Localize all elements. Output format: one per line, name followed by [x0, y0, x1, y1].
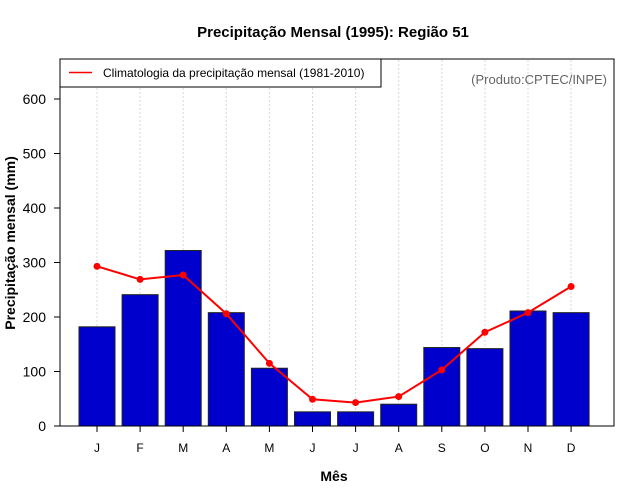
chart-title: Precipitação Mensal (1995): Região 51	[197, 24, 469, 41]
x-tick-label: F	[136, 441, 143, 455]
climatology-point	[136, 275, 144, 283]
y-tick-label: 600	[23, 91, 47, 107]
x-tick-label: O	[480, 441, 489, 455]
source-annotation: (Produto:CPTEC/INPE)	[471, 72, 607, 87]
bar	[380, 403, 418, 427]
x-tick-label: J	[310, 441, 316, 455]
climatology-point	[481, 328, 489, 336]
y-tick-label: 300	[23, 255, 47, 271]
x-tick-label: J	[353, 441, 359, 455]
climatology-point	[222, 310, 230, 318]
bar	[121, 294, 159, 427]
y-tick-label: 100	[23, 364, 47, 380]
climatology-point	[438, 366, 446, 374]
x-tick-label: M	[178, 441, 188, 455]
y-tick-label: 0	[38, 418, 46, 434]
x-tick-label: A	[222, 441, 230, 455]
x-tick-label: N	[524, 441, 533, 455]
legend: Climatologia da precipitação mensal (198…	[59, 58, 382, 88]
legend-box	[59, 58, 382, 88]
climatology-point	[352, 399, 360, 407]
climatology-point	[524, 309, 532, 317]
bar	[250, 367, 288, 427]
x-axis-label: Mês	[320, 468, 347, 484]
x-tick-label: D	[567, 441, 576, 455]
bar	[164, 250, 202, 427]
y-tick-label: 400	[23, 200, 47, 216]
bar	[294, 411, 331, 427]
y-axis-label: Precipitação mensal (mm)	[2, 156, 18, 330]
bar	[466, 348, 504, 427]
climatology-line	[96, 265, 572, 404]
x-tick-label: J	[94, 441, 100, 455]
climatology-point	[395, 393, 403, 401]
climatology-point	[309, 395, 316, 403]
y-tick-label: 500	[23, 146, 47, 162]
x-tick-label: A	[395, 441, 403, 455]
x-tick-label: M	[264, 441, 274, 455]
climatology-point	[265, 359, 273, 367]
climatology-point	[179, 271, 187, 279]
x-tick-label: S	[438, 441, 446, 455]
climatology-point	[93, 262, 101, 270]
climatology-point	[567, 282, 575, 290]
bar	[337, 411, 375, 427]
legend-label: Climatologia da precipitação mensal (198…	[103, 66, 364, 80]
bar	[552, 312, 590, 427]
bar	[509, 310, 547, 427]
bar	[78, 326, 116, 427]
y-tick-label: 200	[23, 309, 47, 325]
